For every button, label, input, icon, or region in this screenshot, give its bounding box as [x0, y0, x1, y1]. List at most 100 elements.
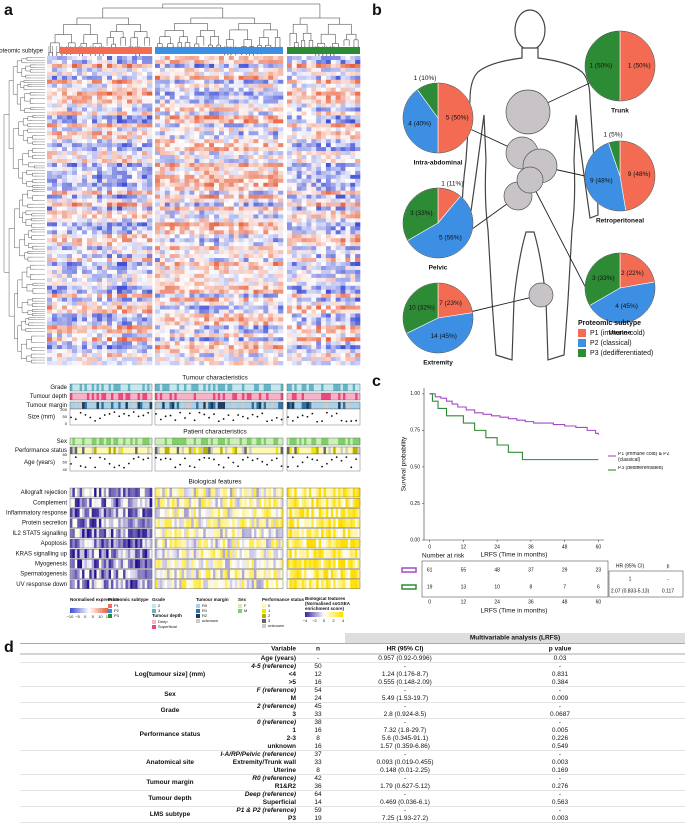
heatmap-cell — [311, 357, 317, 362]
heatmap-cell — [47, 341, 53, 346]
heatmap-cell — [228, 91, 235, 96]
heatmap-cell — [233, 67, 239, 73]
dendrogram — [21, 58, 27, 64]
heatmap-cell — [57, 155, 63, 160]
heatmap-cell — [278, 79, 284, 85]
heatmap-cell — [174, 218, 180, 223]
heatmap-cell — [273, 139, 279, 144]
heatmap-cell — [87, 250, 93, 255]
heatmap-cell — [47, 155, 53, 160]
heatmap-cell — [273, 202, 279, 207]
heatmap-cell — [214, 337, 220, 342]
heatmap-cell — [92, 79, 98, 85]
heatmap-cell — [82, 305, 88, 310]
heatmap-cell — [52, 83, 58, 88]
heatmap-cell — [102, 313, 108, 318]
heatmap-cell — [214, 285, 220, 291]
heatmap-cell — [258, 178, 264, 184]
heatmap-cell — [268, 313, 274, 318]
heatmap-cell — [132, 162, 138, 168]
heatmap-cell — [82, 281, 88, 287]
heatmap-cell — [248, 95, 254, 100]
heatmap-cell — [164, 119, 171, 124]
heatmap-cell — [233, 246, 239, 251]
heatmap-cell — [102, 115, 108, 120]
heatmap-cell — [174, 95, 180, 100]
heatmap-cell — [233, 139, 239, 144]
heatmap-cell — [296, 222, 302, 227]
heatmap-cell — [155, 127, 161, 132]
heatmap-cell — [52, 202, 58, 207]
heatmap-cell — [273, 170, 279, 176]
heatmap-cell — [102, 297, 108, 302]
heatmap-cell — [248, 119, 254, 124]
heatmap-cell — [189, 321, 195, 326]
dendrogram — [30, 107, 36, 110]
heatmap-cell — [137, 75, 143, 81]
heatmap-cell — [278, 238, 284, 243]
heatmap-cell — [301, 174, 307, 180]
heatmap-cell — [117, 246, 123, 251]
heatmap-cell — [291, 238, 298, 243]
heatmap-block — [287, 56, 361, 366]
heatmap-cell — [87, 289, 93, 294]
heatmap-cell — [311, 202, 317, 207]
heatmap-cell — [174, 289, 180, 294]
heatmap-cell — [258, 246, 264, 251]
heatmap-cell — [306, 309, 312, 314]
heatmap-cell — [194, 198, 200, 203]
heatmap-cell — [209, 123, 215, 128]
heatmap-cell — [311, 345, 317, 350]
heatmap-cell — [122, 289, 128, 294]
heatmap-cell — [97, 281, 103, 287]
heatmap-cell — [301, 333, 307, 338]
heatmap-cell — [253, 309, 259, 314]
heatmap-cell — [142, 293, 148, 298]
heatmap-cell — [164, 301, 171, 306]
heatmap-cell — [306, 234, 312, 239]
heatmap-cell — [87, 325, 93, 330]
heatmap-cell — [316, 222, 322, 227]
heatmap-cell — [159, 357, 166, 362]
heatmap-cell — [164, 83, 171, 88]
heatmap-cell — [321, 246, 327, 251]
heatmap-cell — [291, 218, 298, 223]
heatmap-cell — [189, 151, 195, 156]
heatmap-cell — [219, 349, 225, 354]
heatmap-cell — [87, 178, 93, 184]
heatmap-cell — [263, 143, 269, 148]
heatmap-cell — [291, 242, 298, 247]
heatmap-cell — [238, 301, 244, 306]
heatmap-cell — [169, 115, 175, 120]
heatmap-cell — [287, 63, 293, 69]
heatmap-cell — [189, 83, 195, 88]
heatmap-cell — [147, 67, 153, 73]
heatmap-cell — [214, 325, 220, 330]
heatmap-cell — [291, 353, 298, 358]
heatmap-cell — [243, 353, 249, 358]
heatmap-cell — [301, 56, 307, 61]
heatmap-cell — [62, 170, 68, 176]
heatmap-cell — [316, 357, 322, 362]
heatmap-cell — [243, 321, 249, 326]
heatmap-cell — [159, 254, 166, 259]
heatmap-cell — [132, 186, 138, 191]
heatmap-cell — [179, 333, 185, 338]
heatmap-cell — [62, 297, 68, 302]
heatmap-cell — [345, 79, 351, 85]
heatmap-cell — [92, 115, 98, 120]
heatmap-cell — [47, 115, 53, 120]
heatmap-cell — [340, 281, 346, 287]
heatmap-cell — [204, 170, 210, 176]
heatmap-cell — [306, 91, 312, 96]
heatmap-cell — [47, 178, 53, 184]
heatmap-cell — [159, 226, 166, 231]
heatmap-cell — [179, 186, 185, 191]
heatmap-cell — [335, 309, 341, 314]
heatmap-cell — [243, 131, 249, 136]
heatmap-cell — [77, 194, 83, 199]
heatmap-cell — [142, 238, 148, 243]
heatmap-cell — [296, 71, 302, 77]
heatmap-cell — [306, 333, 312, 338]
heatmap-cell — [325, 119, 332, 124]
